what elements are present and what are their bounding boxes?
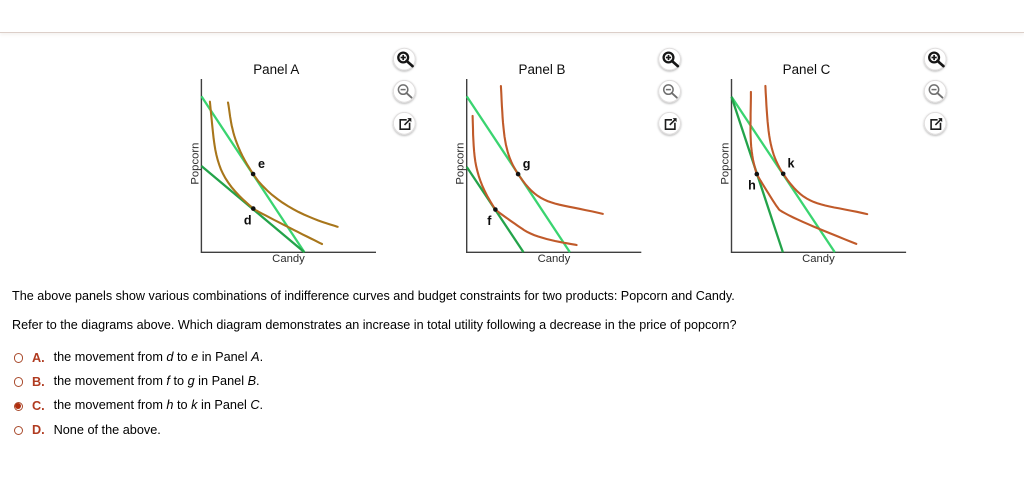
svg-text:Panel C: Panel C <box>783 62 831 77</box>
svg-text:Candy: Candy <box>538 253 571 265</box>
svg-text:k: k <box>787 157 795 171</box>
svg-text:Candy: Candy <box>802 253 835 265</box>
svg-text:g: g <box>523 157 531 171</box>
svg-text:e: e <box>258 157 265 171</box>
svg-text:Popcorn: Popcorn <box>189 143 201 185</box>
svg-text:Candy: Candy <box>272 253 305 265</box>
svg-text:h: h <box>748 179 756 193</box>
svg-text:Panel B: Panel B <box>519 62 566 77</box>
svg-text:Popcorn: Popcorn <box>720 143 732 185</box>
svg-text:Popcorn: Popcorn <box>455 143 467 185</box>
svg-text:Panel A: Panel A <box>253 62 299 77</box>
svg-text:f: f <box>487 214 492 228</box>
svg-text:d: d <box>244 214 252 228</box>
